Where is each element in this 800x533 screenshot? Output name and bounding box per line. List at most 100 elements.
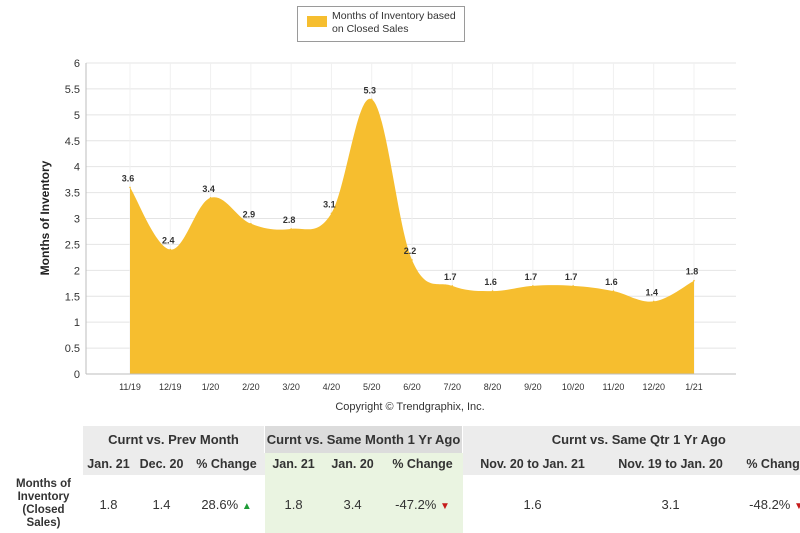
y-tick-label: 0.5: [65, 343, 80, 355]
row-label: Months of Inventory (Closed Sales): [5, 475, 83, 533]
arrow-down-icon: ▼: [794, 500, 800, 512]
y-tick-label: 1.5: [65, 291, 80, 303]
data-point: [250, 222, 252, 225]
group-same-qtr: Curnt vs. Same Qtr 1 Yr Ago: [462, 426, 800, 453]
y-tick-label: 3.5: [65, 188, 80, 200]
data-point: [290, 228, 292, 230]
pct-change-value: 28.6%: [201, 496, 239, 512]
table-corner: [4, 426, 83, 453]
col-header: Dec. 20: [134, 453, 189, 475]
group-same-month: Curnt vs. Same Month 1 Yr Ago: [264, 426, 463, 453]
pct-change-value: -47.2%: [395, 496, 437, 512]
data-point: [169, 248, 172, 251]
data-label: 1.6: [605, 277, 618, 287]
row-label-line: Inventory: [17, 491, 70, 503]
pct-change-value: -48.2%: [749, 496, 791, 512]
x-tick-label: 6/20: [403, 382, 421, 392]
data-label: 3.6: [122, 173, 135, 183]
y-tick-label: 2: [74, 265, 80, 277]
table-corner-sub: [4, 453, 83, 475]
table-cell: -47.2% ▼: [382, 475, 463, 533]
data-point: [532, 285, 534, 287]
data-label: 1.6: [484, 277, 497, 287]
col-header: Jan. 21: [264, 453, 323, 475]
col-header: % Change: [382, 453, 463, 475]
data-point: [330, 212, 333, 215]
data-point: [693, 279, 695, 282]
table-row: Months of Inventory (Closed Sales) 1.8 1…: [5, 475, 800, 533]
x-tick-label: 10/20: [562, 382, 585, 392]
y-tick-label: 6: [74, 58, 80, 70]
table-cell: 1.8: [99, 496, 118, 512]
x-tick-label: 3/20: [282, 382, 300, 392]
x-tick-label: 1/21: [685, 382, 703, 392]
col-header: Nov. 20 to Jan. 21: [462, 453, 603, 475]
inventory-area-chart: 0 0.5 1 1.5 2 2.5 3 3.5 4 4.5 5 5.5 6 3.6 2.4 3.4 2.9 2.8…: [38, 58, 736, 413]
col-header: Nov. 19 to Jan. 20: [602, 453, 739, 475]
y-tick-label: 1: [74, 317, 80, 329]
row-label-line: Months of: [16, 478, 71, 490]
data-point: [209, 196, 212, 199]
x-tick-label: 7/20: [444, 382, 462, 392]
data-point: [370, 98, 373, 101]
x-tick-label: 9/20: [524, 382, 542, 392]
y-tick-label: 4.5: [65, 136, 80, 148]
chart-legend: Months of Inventory based on Closed Sale…: [297, 6, 465, 42]
x-tick-label: 11/19: [119, 382, 141, 392]
x-tick-label: 1/20: [202, 382, 220, 392]
col-header: % Change: [738, 453, 800, 475]
data-label: 3.4: [202, 184, 215, 194]
x-tick-label: 2/20: [242, 382, 260, 392]
data-label: 2.2: [404, 246, 417, 256]
data-label: 1.8: [686, 267, 699, 277]
data-label: 1.7: [525, 272, 538, 282]
y-axis-title: Months of Inventory: [38, 160, 52, 275]
table-cell: 1.4: [152, 496, 171, 512]
table-cell: 1.6: [523, 496, 542, 512]
data-point: [451, 285, 454, 287]
table-cell: 1.8: [264, 475, 323, 533]
x-tick-label: 12/19: [159, 382, 182, 392]
legend-label-line1: Months of Inventory based: [332, 10, 456, 22]
group-prev-month: Curnt vs. Prev Month: [81, 426, 265, 453]
col-header: % Change: [188, 453, 265, 475]
data-point: [411, 259, 413, 261]
data-label: 2.4: [162, 236, 175, 246]
table-cell: -48.2% ▼: [739, 475, 800, 533]
series-area: [130, 98, 694, 374]
y-tick-label: 4: [74, 162, 80, 174]
y-tick-label: 2.5: [65, 239, 80, 251]
data-label: 5.3: [363, 85, 376, 95]
x-tick-label: 5/20: [363, 382, 381, 392]
table-cell: 28.6% ▲: [189, 475, 265, 533]
x-tick-label: 11/20: [602, 382, 624, 392]
table-cell: 3.1: [661, 496, 680, 512]
col-header: Jan. 21: [82, 453, 135, 475]
data-point: [129, 186, 131, 189]
legend-label: Months of Inventory based on Closed Sale…: [332, 10, 462, 36]
data-label: 1.7: [444, 272, 457, 282]
y-tick-label: 3: [74, 214, 80, 226]
copyright-text: Copyright © Trendgraphix, Inc.: [335, 401, 484, 413]
comparison-table: Curnt vs. Prev Month Curnt vs. Same Mont…: [4, 426, 800, 533]
row-label-line: (Closed: [22, 504, 65, 516]
y-tick-label: 5.5: [65, 84, 80, 96]
legend-swatch: [307, 16, 327, 27]
x-tick-label: 12/20: [642, 382, 665, 392]
data-label: 1.4: [645, 287, 658, 297]
data-point: [491, 290, 494, 292]
data-label: 1.7: [565, 272, 578, 282]
x-tick-label: 8/20: [484, 382, 502, 392]
arrow-down-icon: ▼: [440, 500, 450, 512]
y-tick-label: 0: [74, 369, 80, 381]
row-label-line: Sales): [26, 517, 61, 529]
table-cell: 3.4: [322, 475, 383, 533]
arrow-up-icon: ▲: [241, 500, 252, 512]
data-label: 2.9: [243, 210, 256, 220]
data-label: 3.1: [323, 199, 336, 209]
col-header: Jan. 20: [322, 453, 383, 475]
data-point: [652, 300, 655, 303]
data-label: 2.8: [283, 215, 296, 225]
legend-label-line2: on Closed Sales: [332, 23, 409, 35]
y-tick-label: 5: [74, 110, 80, 122]
